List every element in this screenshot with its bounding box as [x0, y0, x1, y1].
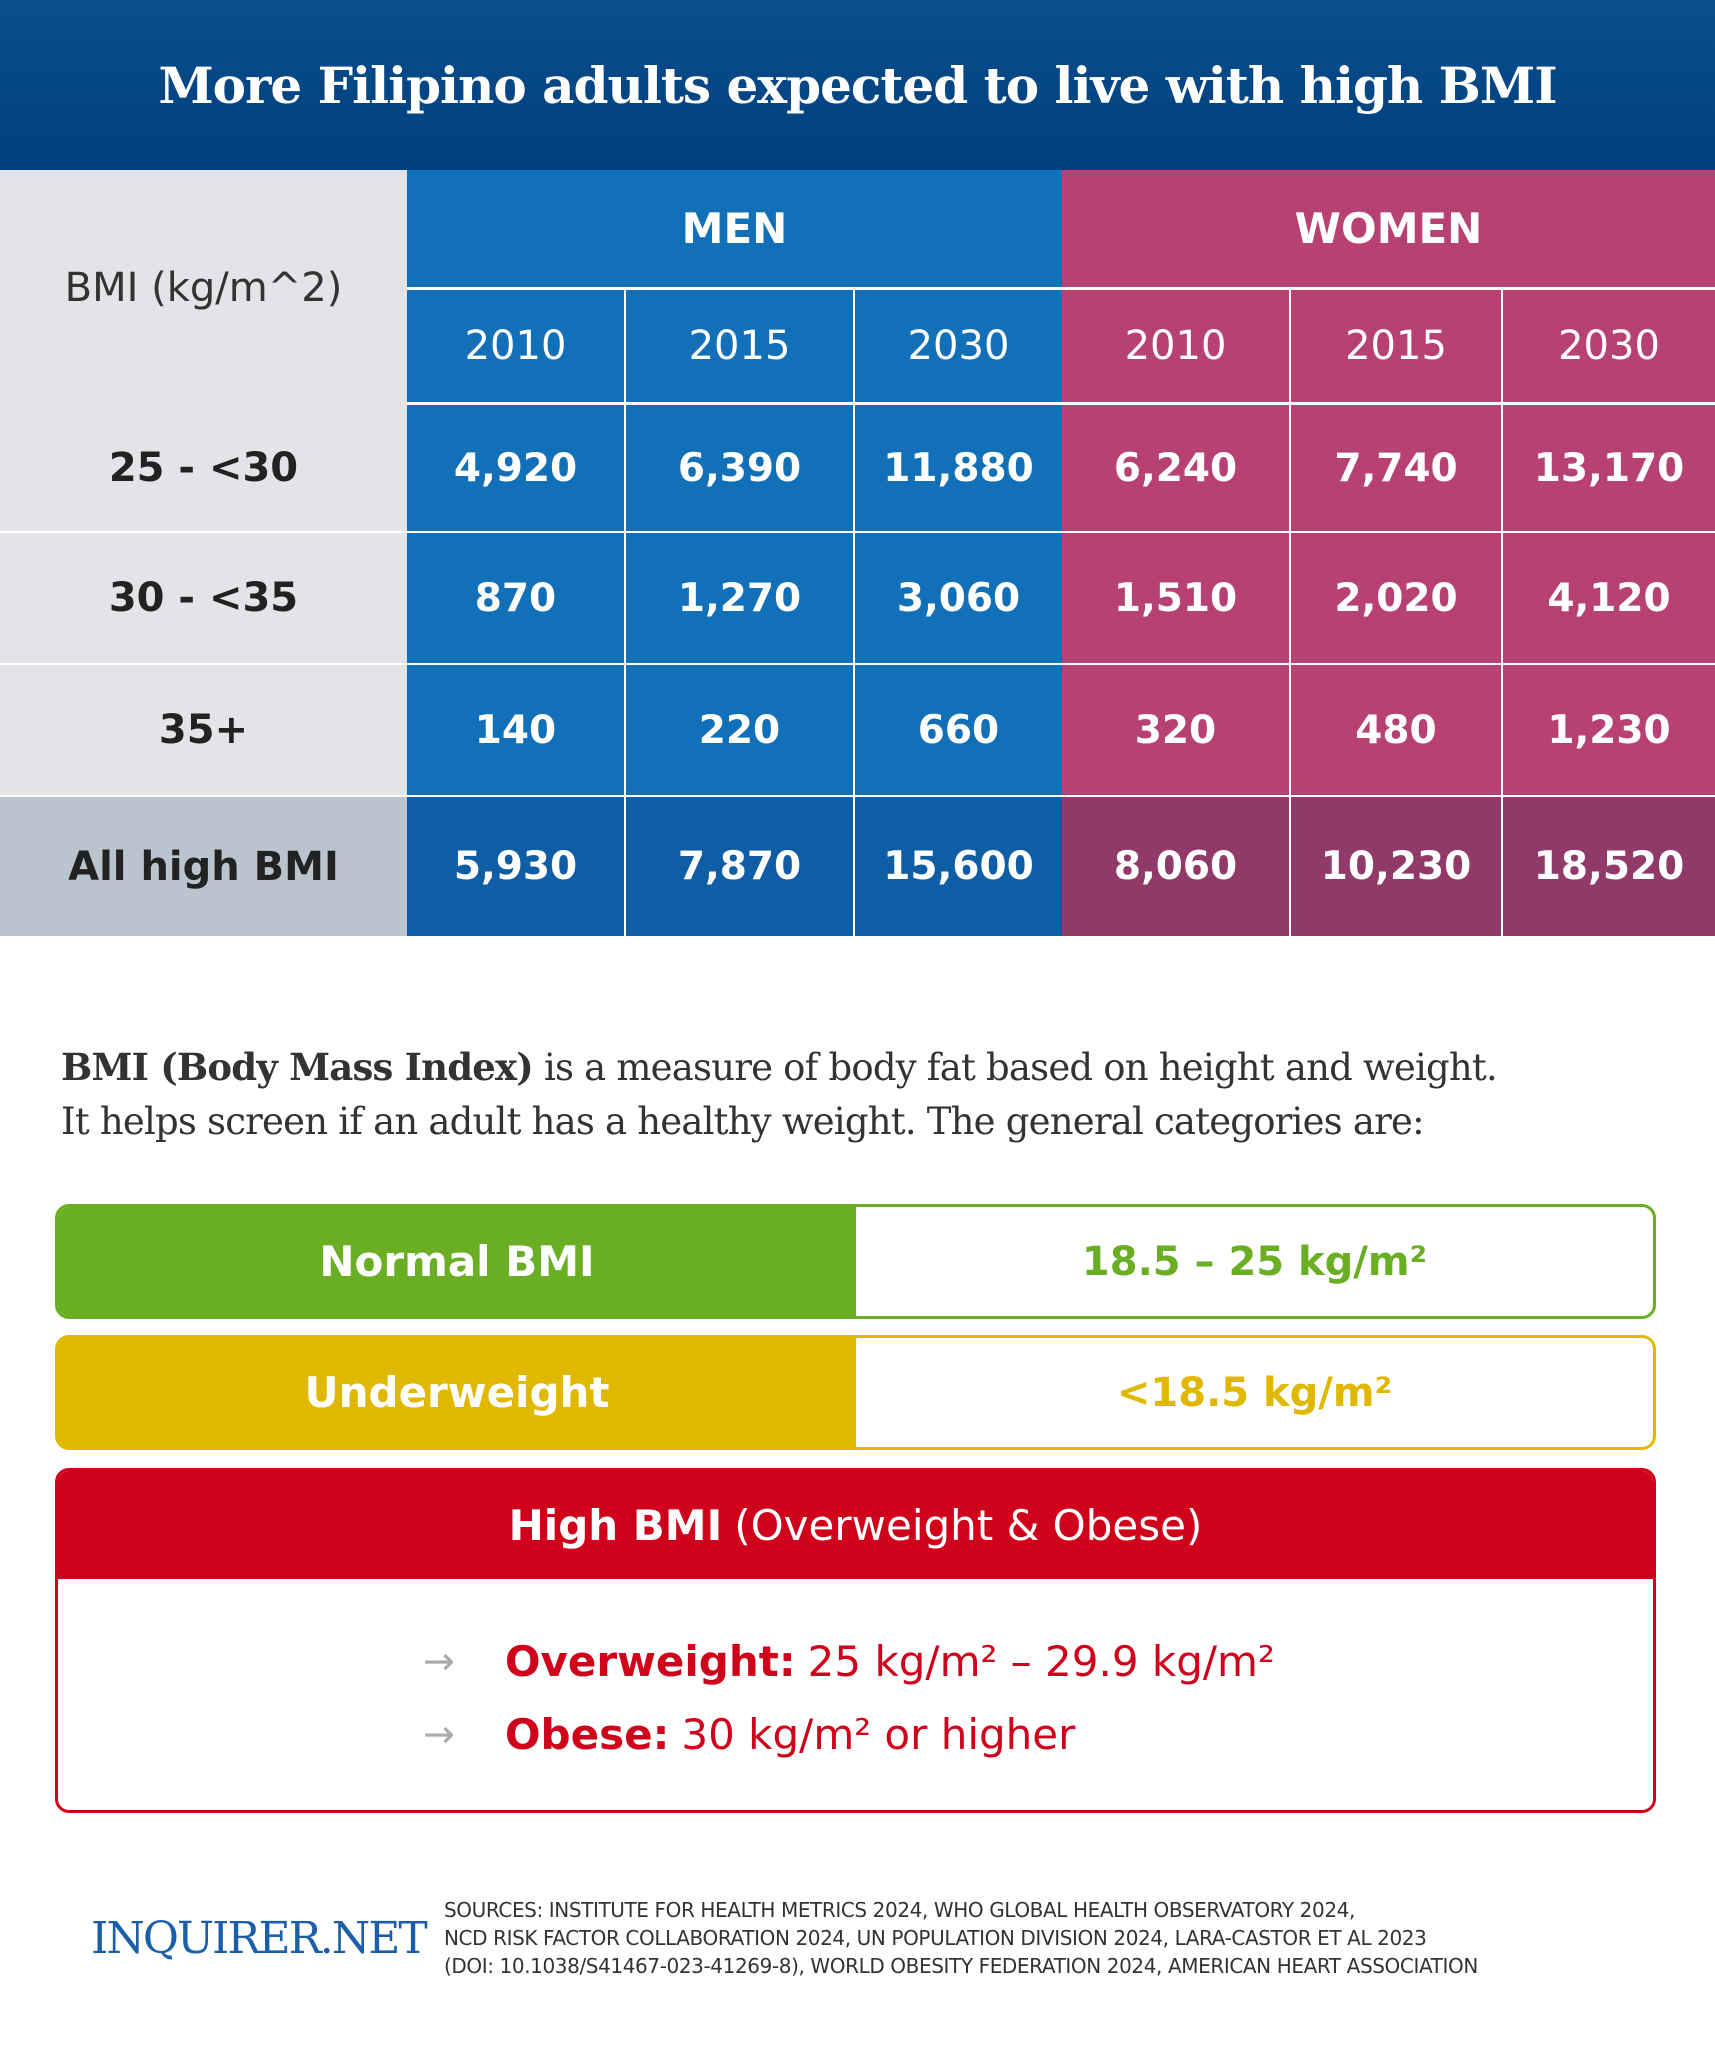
intro-line: BMI (Body Mass Index) is a measure of bo…: [61, 1040, 1681, 1095]
cell-value: 4,920: [407, 405, 624, 533]
category-range: 18.5 – 25 kg/m²: [1081, 1238, 1428, 1285]
row-label: 35+: [0, 665, 407, 797]
cell-value: 220: [624, 665, 853, 797]
cell-value: 1,230: [1501, 665, 1715, 797]
category-normal: Normal BMI 18.5 – 25 kg/m²: [55, 1204, 1656, 1319]
item-text: 30 kg/m² or higher: [681, 1709, 1076, 1759]
intro-text: is a measure of body fat based on height…: [533, 1046, 1498, 1089]
source-line: SOURCES: INSTITUTE FOR HEALTH METRICS 20…: [444, 1898, 1355, 1922]
cell-value: 6,390: [624, 405, 853, 533]
title: More Filipino adults expected to live wi…: [158, 55, 1557, 115]
year-header: 2030: [1501, 290, 1715, 405]
group-header: MEN: [407, 170, 1062, 290]
cell-value: 320: [1062, 665, 1289, 797]
source-line: NCD RISK FACTOR COLLABORATION 2024, UN P…: [444, 1926, 1427, 1950]
cell-value: 3,060: [853, 533, 1062, 665]
cell-value: 13,170: [1501, 405, 1715, 533]
category-label: High BMI: [508, 1500, 723, 1550]
year-header: 2030: [853, 290, 1062, 405]
row-label: 25 - <30: [0, 405, 407, 533]
category-label: Underweight: [58, 1338, 856, 1447]
title-bar: More Filipino adults expected to live wi…: [0, 0, 1715, 170]
category-high: High BMI (Overweight & Obese) → Overweight:…: [55, 1468, 1656, 1813]
year-header: 2015: [624, 290, 853, 405]
cell-value: 7,740: [1289, 405, 1501, 533]
row-label: 30 - <35: [0, 533, 407, 665]
cell-value: 140: [407, 665, 624, 797]
arrow-icon: →: [423, 1712, 455, 1756]
category-note: (Overweight & Obese): [734, 1500, 1203, 1550]
category-underweight: Underweight <18.5 kg/m²: [55, 1335, 1656, 1450]
row-label: All high BMI: [0, 797, 407, 936]
cell-value: 5,930: [407, 797, 624, 936]
cell-value: 870: [407, 533, 624, 665]
cell-value: 6,240: [1062, 405, 1289, 533]
item-label: Overweight:: [504, 1636, 796, 1686]
cell-value: 7,870: [624, 797, 853, 936]
item-text: 25 kg/m² – 29.9 kg/m²: [807, 1636, 1275, 1686]
arrow-icon: →: [423, 1639, 455, 1683]
year-header: 2010: [1062, 290, 1289, 405]
cell-value: 10,230: [1289, 797, 1501, 936]
intro: BMI (Body Mass Index) is a measure of bo…: [61, 1040, 1681, 1149]
category-label: Normal BMI: [58, 1207, 856, 1316]
cell-value: 18,520: [1501, 797, 1715, 936]
cell-value: 11,880: [853, 405, 1062, 533]
source-line: (DOI: 10.1038/S41467-023-41269-8), WORLD…: [444, 1954, 1478, 1978]
year-header: 2010: [407, 290, 624, 405]
intro-text: It helps screen if an adult has a health…: [61, 1100, 1425, 1143]
group-header: WOMEN: [1062, 170, 1715, 290]
cell-value: 4,120: [1501, 533, 1715, 665]
year-header: 2015: [1289, 290, 1501, 405]
cell-value: 8,060: [1062, 797, 1289, 936]
category-header: High BMI (Overweight & Obese): [58, 1471, 1653, 1579]
cell-value: 1,270: [624, 533, 853, 665]
intro-bold: BMI (Body Mass Index): [61, 1045, 534, 1089]
category-item: → Obese: 30 kg/m² or higher: [58, 1704, 1653, 1764]
cell-value: 1,510: [1062, 533, 1289, 665]
logo: INQUIRER.NET: [91, 1912, 428, 1964]
cell-value: 660: [853, 665, 1062, 797]
item-label: Obese:: [504, 1709, 670, 1759]
row-header: BMI (kg/m^2): [0, 170, 407, 405]
category-item: → Overweight: 25 kg/m² – 29.9 kg/m²: [58, 1631, 1653, 1691]
cell-value: 2,020: [1289, 533, 1501, 665]
cell-value: 15,600: [853, 797, 1062, 936]
category-range: <18.5 kg/m²: [1116, 1369, 1393, 1416]
cell-value: 480: [1289, 665, 1501, 797]
